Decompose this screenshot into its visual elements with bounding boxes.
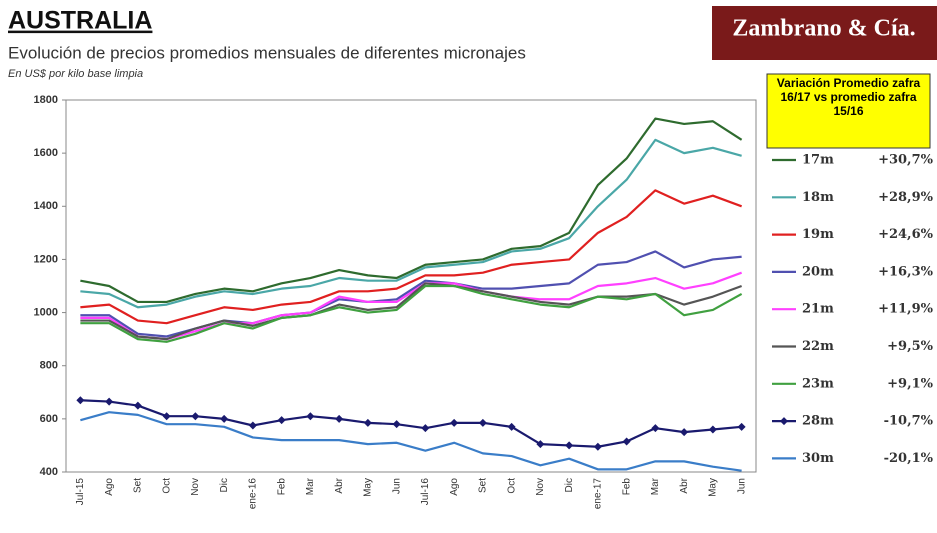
- legend-change: -20,1%: [884, 451, 934, 466]
- legend-label: 23m: [802, 376, 834, 391]
- series-line: [80, 271, 743, 341]
- legend-change: +24,6%: [878, 227, 934, 242]
- x-tick-label: Abr: [679, 477, 690, 493]
- brand-box: [712, 6, 937, 60]
- y-tick-label: 800: [40, 360, 58, 372]
- point-marker: [306, 412, 315, 421]
- point-marker: [248, 421, 257, 430]
- legend-label: 28m: [802, 414, 834, 429]
- point-marker: [737, 422, 746, 431]
- legend-label: 30m: [802, 451, 834, 466]
- series-line: [80, 117, 743, 304]
- point-marker: [105, 397, 114, 406]
- point-marker: [622, 437, 631, 446]
- point-marker: [191, 412, 200, 421]
- x-tick-label: Feb: [621, 478, 632, 496]
- legend-change: +30,7%: [878, 153, 934, 168]
- x-tick-label: Nov: [190, 478, 201, 496]
- point-marker: [651, 424, 660, 433]
- chart-title: AUSTRALIA: [8, 7, 152, 35]
- series-line: [80, 189, 743, 325]
- x-tick-label: Ago: [104, 478, 115, 496]
- x-tick-label: Dic: [564, 478, 575, 492]
- legend-change: -10,7%: [884, 414, 934, 429]
- brand: Zambrano & Cía.: [732, 16, 915, 42]
- x-tick-label: May: [708, 478, 719, 497]
- legend-title-wrap: Variación Promedio zafra 16/17 vs promed…: [776, 76, 921, 118]
- legend-label: 17m: [802, 153, 834, 168]
- point-marker: [536, 440, 545, 449]
- legend-label: 19m: [802, 227, 834, 242]
- legend-label: 21m: [802, 302, 834, 317]
- x-tick-label: Jul-16: [420, 478, 431, 506]
- plot-frame: [65, 99, 757, 473]
- point-marker: [277, 416, 286, 425]
- legend-label: 22m: [802, 339, 834, 354]
- legend-change: +16,3%: [878, 264, 934, 279]
- legend-change: +9,5%: [887, 339, 934, 354]
- point-marker: [220, 414, 229, 423]
- x-tick-label: Mar: [305, 477, 316, 495]
- x-tick-label: Dic: [219, 478, 230, 492]
- point-marker: [593, 442, 602, 451]
- x-tick-label: Set: [133, 478, 144, 493]
- series-line: [80, 138, 742, 309]
- point-marker: [133, 401, 142, 410]
- y-tick-label: 600: [40, 413, 58, 425]
- point-marker: [478, 418, 487, 427]
- point-marker: [363, 418, 372, 427]
- point-marker: [565, 441, 574, 450]
- legend-marker: [780, 417, 788, 426]
- x-tick-label: Jul-15: [75, 478, 86, 506]
- series-line: [80, 284, 743, 343]
- point-marker: [335, 414, 344, 423]
- x-tick-label: ene-16: [248, 478, 259, 510]
- y-tick-label: 1600: [34, 147, 58, 159]
- y-axis-label: En US$ por kilo base limpia: [8, 68, 143, 80]
- point-marker: [507, 422, 516, 431]
- x-tick-label: Mar: [650, 477, 661, 495]
- y-tick-label: 1800: [34, 94, 58, 106]
- x-tick-label: Oct: [161, 478, 172, 494]
- point-marker: [76, 396, 85, 405]
- legend-title: Variación Promedio zafra 16/17 vs promed…: [776, 76, 921, 118]
- point-marker: [708, 425, 717, 434]
- legend-change: +28,9%: [878, 190, 934, 205]
- legend-label: 20m: [802, 264, 834, 279]
- y-tick-label: 1000: [34, 306, 58, 318]
- x-tick-label: Nov: [535, 478, 546, 496]
- point-marker: [450, 418, 459, 427]
- y-tick-label: 1200: [34, 253, 58, 265]
- point-marker: [421, 424, 430, 433]
- x-tick-label: Jun: [736, 478, 747, 494]
- point-marker: [680, 428, 689, 437]
- series-line: [80, 399, 742, 448]
- x-tick-label: Oct: [506, 478, 517, 494]
- chart-subtitle: Evolución de precios promedios mensuales…: [8, 43, 526, 62]
- point-marker: [162, 412, 171, 421]
- x-tick-label: Feb: [276, 478, 287, 496]
- legend-change: +11,9%: [878, 302, 934, 317]
- point-marker: [392, 420, 401, 429]
- legend-title-box: [766, 73, 931, 149]
- x-tick-label: May: [363, 478, 374, 497]
- legend-change: +9,1%: [887, 376, 934, 391]
- x-tick-label: Set: [478, 478, 489, 493]
- x-tick-label: Ago: [449, 478, 460, 496]
- series-line: [80, 411, 742, 472]
- y-tick-label: 1400: [34, 200, 58, 212]
- x-tick-label: ene-17: [593, 478, 604, 510]
- x-tick-label: Abr: [334, 477, 345, 493]
- series-line: [80, 282, 743, 341]
- x-tick-label: Jun: [391, 478, 402, 494]
- y-tick-label: 400: [40, 466, 58, 478]
- legend-label: 18m: [802, 190, 834, 205]
